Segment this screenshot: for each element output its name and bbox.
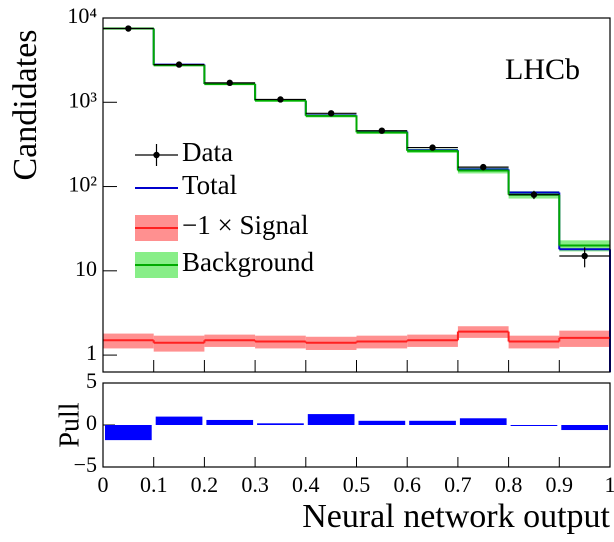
legend-label: Background xyxy=(182,247,314,277)
x-tick-label: 0.5 xyxy=(343,472,371,497)
data-point xyxy=(277,96,284,103)
data-point xyxy=(378,127,386,134)
y-tick-label: 0 xyxy=(86,410,97,435)
x-axis-label: Neural network output xyxy=(302,498,610,535)
y-tick-label: 5 xyxy=(86,368,97,393)
data-point xyxy=(530,191,538,198)
legend-icon xyxy=(153,151,160,159)
x-tick-label: 0.4 xyxy=(292,472,320,497)
y-tick-label: 10³ xyxy=(68,87,97,112)
pull-bar xyxy=(409,420,456,425)
data-point xyxy=(125,25,132,32)
pull-bar xyxy=(510,425,558,426)
data-point xyxy=(429,144,436,151)
data-point xyxy=(175,61,183,68)
y-tick-label: 10⁴ xyxy=(67,3,97,28)
pull-bar xyxy=(358,420,406,425)
y-tick-label: 10 xyxy=(75,256,97,281)
x-tick-label: 0.7 xyxy=(444,472,472,497)
x-tick-label: 0.3 xyxy=(241,472,269,497)
annotation: LHCb xyxy=(505,53,580,86)
pull-bar xyxy=(561,425,608,431)
pull-bar xyxy=(459,418,507,425)
pull-bar xyxy=(257,423,304,425)
data-point xyxy=(327,110,335,117)
data-point xyxy=(226,79,233,87)
y-tick-label: −5 xyxy=(74,452,97,477)
pull-bar xyxy=(105,425,152,441)
legend-label: −1 × Signal xyxy=(182,210,308,240)
data-point xyxy=(480,163,487,171)
x-tick-label: 0.9 xyxy=(546,472,574,497)
x-tick-label: 0.2 xyxy=(191,472,219,497)
x-tick-label: 0.1 xyxy=(140,472,168,497)
legend-label: Total xyxy=(182,170,237,200)
x-tick-label: 0 xyxy=(98,472,109,497)
y-axis-label: Candidates xyxy=(7,29,44,180)
pull-bar xyxy=(307,414,355,425)
y-tick-label: 10² xyxy=(68,172,97,197)
y-tick-label: 1 xyxy=(86,340,97,365)
y-axis-label: Pull xyxy=(54,402,85,447)
data-point xyxy=(581,252,588,260)
x-tick-label: 0.8 xyxy=(495,472,523,497)
legend-label: Data xyxy=(182,137,233,167)
x-tick-label: 0.6 xyxy=(393,472,421,497)
x-tick-label: 1 xyxy=(605,472,614,497)
pull-bar xyxy=(206,419,254,425)
pull-bar xyxy=(155,416,203,425)
